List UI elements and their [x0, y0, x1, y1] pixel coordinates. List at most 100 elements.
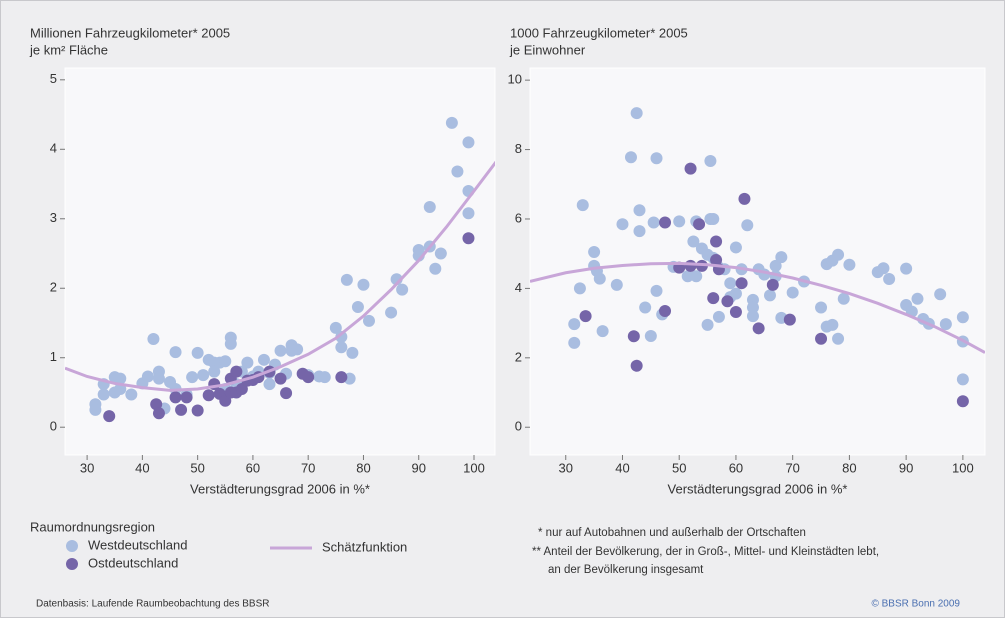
point: [362, 314, 375, 327]
fit-curve: [65, 160, 495, 392]
legend-label: Westdeutschland: [88, 537, 188, 552]
point: [911, 292, 924, 305]
point: [351, 301, 364, 314]
footnote: an der Bevölkerung insgesamt: [548, 564, 704, 576]
point: [219, 355, 232, 368]
x-tick-label: 40: [615, 460, 629, 475]
legend-marker: [66, 558, 78, 570]
point: [659, 304, 672, 317]
point: [650, 284, 663, 297]
x-tick-label: 100: [463, 460, 485, 475]
point: [423, 200, 436, 213]
point: [150, 398, 163, 411]
point: [445, 116, 458, 129]
point: [624, 151, 637, 164]
chart-subtitle: je km² Fläche: [29, 42, 108, 57]
point: [693, 218, 706, 231]
point: [707, 212, 720, 225]
point: [630, 359, 643, 372]
point: [141, 370, 154, 383]
x-tick-label: 30: [559, 460, 573, 475]
point: [89, 403, 102, 416]
x-tick-label: 90: [411, 460, 425, 475]
footnote: ** Anteil der Bevölkerung, der in Groß-,…: [532, 546, 879, 558]
x-tick-label: 90: [899, 460, 913, 475]
chart-subtitle: je Einwohner: [509, 42, 586, 57]
point: [180, 391, 193, 404]
legend-title: Raumordnungsregion: [30, 519, 155, 534]
point: [230, 365, 243, 378]
point: [710, 235, 723, 248]
point: [786, 286, 799, 299]
point: [704, 155, 717, 168]
point: [280, 387, 293, 400]
point: [396, 283, 409, 296]
x-axis-label: Verstädterungsgrad 2006 in %*: [668, 481, 848, 496]
y-tick-label: 2: [515, 349, 522, 364]
point: [385, 306, 398, 319]
point: [650, 152, 663, 165]
point: [687, 235, 700, 248]
x-tick-label: 100: [952, 460, 974, 475]
y-tick-label: 5: [50, 71, 57, 86]
point: [766, 278, 779, 291]
legend-marker: [66, 540, 78, 552]
point: [956, 311, 969, 324]
x-axis-label: Verstädterungsgrad 2006 in %*: [190, 481, 370, 496]
point: [257, 353, 270, 366]
point: [610, 278, 623, 291]
point: [883, 273, 896, 286]
point: [630, 107, 643, 120]
point: [681, 270, 694, 283]
point: [639, 301, 652, 314]
point: [616, 218, 629, 231]
footnote: * nur auf Autobahnen und außerhalb der O…: [538, 527, 806, 539]
x-tick-label: 50: [190, 460, 204, 475]
y-tick-label: 3: [50, 210, 57, 225]
y-tick-label: 4: [515, 280, 522, 295]
point: [633, 204, 646, 217]
x-tick-label: 60: [246, 460, 260, 475]
point: [769, 259, 782, 272]
point: [729, 287, 742, 300]
plot-layer: [65, 116, 495, 423]
point: [103, 410, 116, 423]
point: [576, 199, 589, 212]
point: [815, 301, 828, 314]
point: [346, 346, 359, 359]
point: [746, 310, 759, 323]
point: [335, 330, 348, 343]
point: [721, 295, 734, 308]
point: [741, 219, 754, 232]
point: [224, 337, 237, 350]
point: [241, 356, 254, 369]
point: [169, 391, 182, 404]
point: [114, 372, 127, 385]
source: Datenbasis: Laufende Raumbeobachtung des…: [36, 599, 270, 610]
x-tick-label: 30: [80, 460, 94, 475]
point: [191, 346, 204, 359]
point: [724, 277, 737, 290]
point: [690, 270, 703, 283]
point: [735, 277, 748, 290]
y-tick-label: 10: [508, 72, 522, 87]
point: [877, 262, 890, 275]
point: [197, 369, 210, 382]
point: [627, 330, 640, 343]
point: [302, 371, 315, 384]
point: [593, 272, 606, 285]
point: [191, 404, 204, 417]
point: [832, 248, 845, 261]
point: [152, 372, 165, 385]
point: [633, 225, 646, 238]
y-tick-label: 8: [515, 141, 522, 156]
point: [274, 372, 287, 385]
point: [707, 292, 720, 305]
point: [357, 278, 370, 291]
point: [462, 232, 475, 245]
point: [186, 371, 199, 384]
point: [729, 306, 742, 319]
point: [274, 344, 287, 357]
chart-title: Millionen Fahrzeugkilometer* 2005: [30, 25, 230, 40]
